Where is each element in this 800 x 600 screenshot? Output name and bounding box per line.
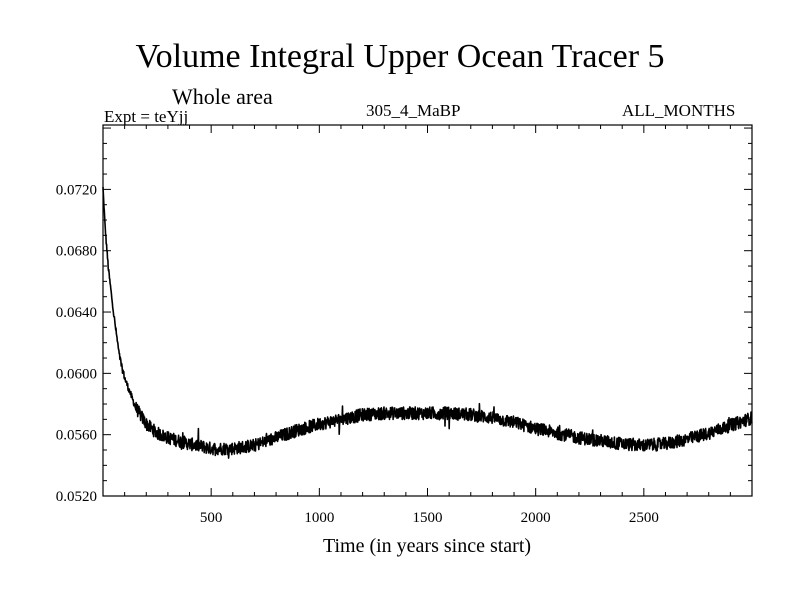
y-tick-label: 0.0560 — [56, 428, 97, 444]
y-tick-label: 0.0640 — [56, 305, 97, 321]
run-label: 305_4_MaBP — [366, 101, 461, 120]
y-tick-label: 0.0520 — [56, 489, 97, 505]
y-tick-label: 0.0600 — [56, 366, 97, 382]
season-label: ALL_MONTHS — [622, 101, 736, 120]
series-group — [102, 186, 753, 459]
y-tick-label: 0.0720 — [56, 182, 97, 198]
y-tick-label: 0.0680 — [56, 244, 97, 260]
tick-labels: 500 1000 1500 2000 2500 0.0520 0.0560 0.0600 0.0… — [56, 182, 659, 526]
chart-subtitle: Whole area — [172, 84, 273, 109]
series-line — [102, 186, 753, 459]
x-tick-label: 1000 — [304, 510, 334, 526]
x-tick-label: 2500 — [629, 510, 659, 526]
x-tick-label: 2000 — [521, 510, 551, 526]
x-axis-label: Time (in years since start) — [323, 535, 531, 557]
experiment-label: Expt = teYjj — [104, 107, 189, 126]
x-tick-label: 500 — [200, 510, 223, 526]
x-tick-label: 1500 — [413, 510, 443, 526]
chart-title: Volume Integral Upper Ocean Tracer 5 — [135, 38, 665, 75]
